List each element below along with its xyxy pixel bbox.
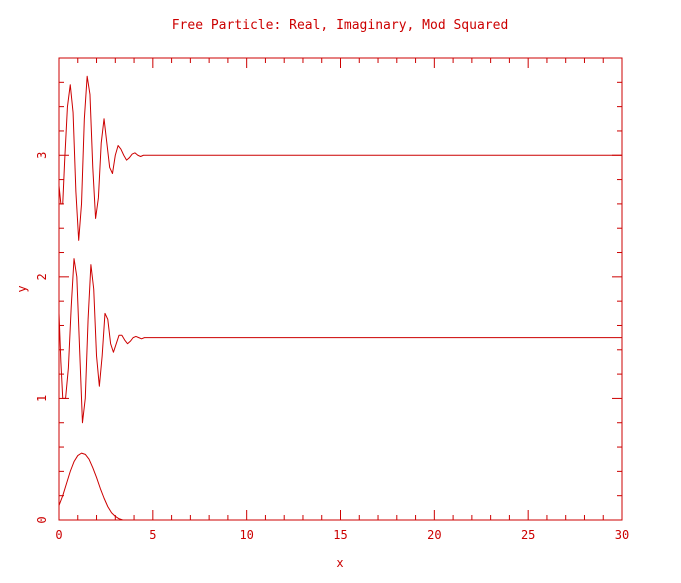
series-line-mod-squared	[58, 452, 622, 521]
x-axis-label: x	[336, 556, 343, 570]
x-tick-label: 5	[149, 528, 156, 542]
series-layer	[58, 75, 622, 521]
y-tick-label: 3	[35, 152, 49, 159]
x-tick-label: 0	[55, 528, 62, 542]
y-tick-label: 2	[35, 273, 49, 280]
y-tick-label: 1	[35, 395, 49, 402]
y-ticks: 0 1 2 3	[35, 57, 622, 524]
chart-title: Free Particle: Real, Imaginary, Mod Squa…	[172, 18, 509, 33]
plot-border	[58, 57, 623, 521]
plot-frame	[58, 57, 623, 521]
y-tick-label: 0	[35, 516, 49, 523]
series-line-real	[58, 75, 622, 241]
series-line-imaginary	[58, 258, 622, 424]
x-tick-label: 30	[615, 528, 629, 542]
x-tick-label: 20	[427, 528, 441, 542]
x-tick-label: 10	[239, 528, 253, 542]
x-ticks: 0 5 10 15 20 25 30	[55, 58, 629, 542]
y-axis-label: y	[15, 285, 29, 292]
x-tick-label: 15	[333, 528, 347, 542]
x-tick-label: 25	[521, 528, 535, 542]
